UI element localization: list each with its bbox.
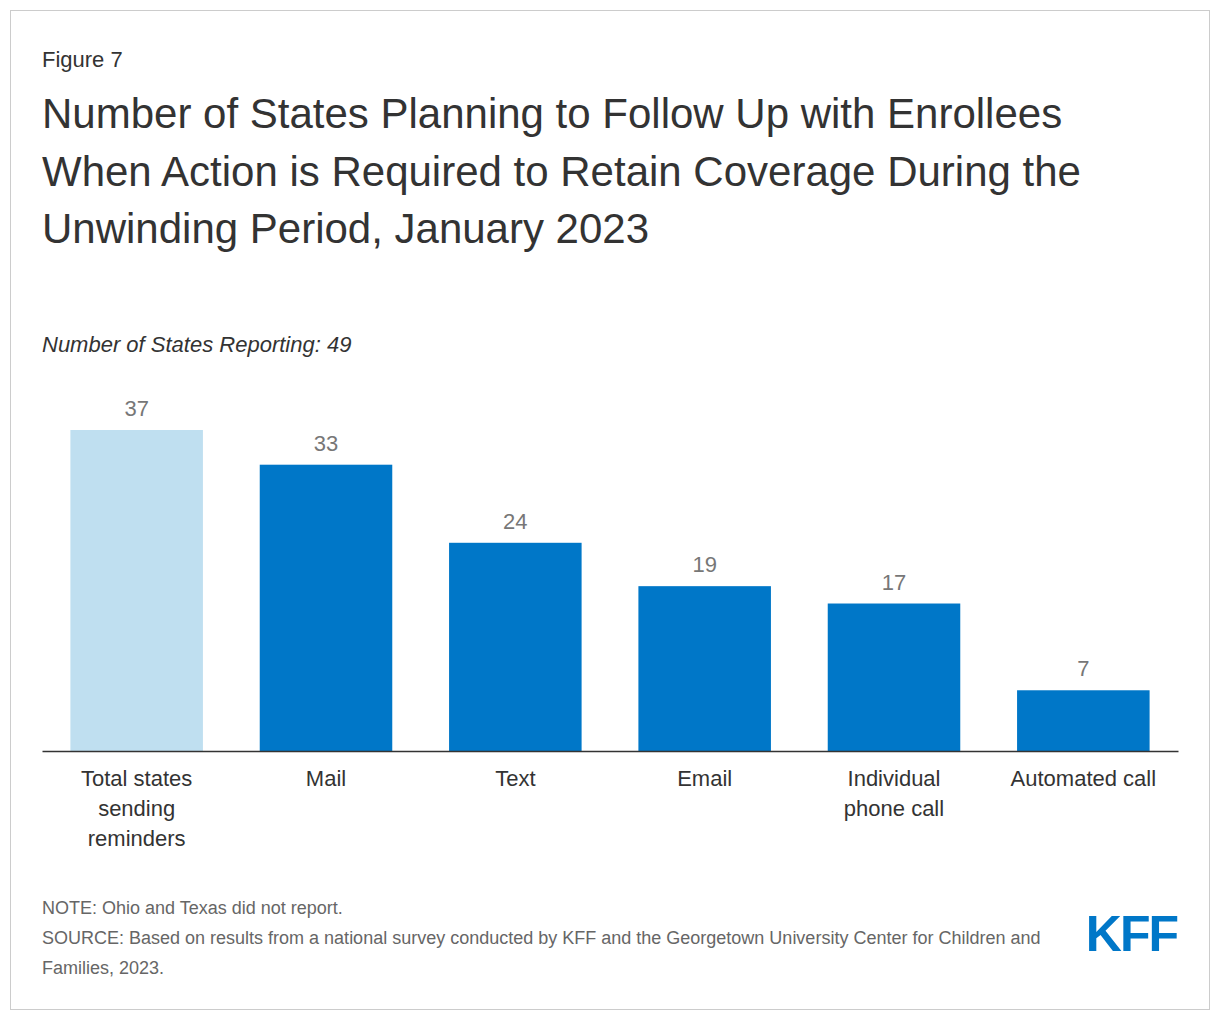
tick-label: Individual phone call [844,766,944,821]
bar [260,465,393,751]
bar [828,604,961,751]
text-line: phone call [844,796,944,821]
figure-label: Figure 7 [42,47,123,72]
tick-label: Automated call [1011,766,1157,791]
text-line: Total states [81,766,192,791]
text-line: Families, 2023. [42,958,164,978]
tick-label: Mail [306,766,346,791]
bar [638,586,771,751]
tick: Email [677,766,732,791]
text-line: SOURCE: Based on results from a national… [42,928,1040,948]
text-line: When Action is Required to Retain Covera… [42,148,1081,195]
data-label: 7 [1077,656,1089,681]
tick: Mail [306,766,346,791]
note: NOTE: Ohio and Texas did not report. [42,898,343,918]
tick-label: Text [495,766,535,791]
bar [1017,690,1150,751]
chart: Figure 7 Number of States Planning to Fol… [0,0,1220,1020]
data-label: 17 [882,570,906,595]
text-line: Email [677,766,732,791]
data-label: 33 [314,431,338,456]
tick: Individual phone call [844,766,944,821]
tick-label: Email [677,766,732,791]
logo: KFF [1086,906,1178,962]
bar [70,430,203,751]
text-line: NOTE: Ohio and Texas did not report. [42,898,343,918]
tick-label: Total states sending reminders [81,766,192,851]
data-label: 24 [503,509,527,534]
tick: Total states sending reminders [81,766,192,851]
tick: Automated call [1011,766,1157,791]
text-line: Automated call [1011,766,1157,791]
subtitle: Number of States Reporting: 49 [42,332,351,357]
text-line: sending [98,796,175,821]
bar [449,543,582,751]
data-label: 19 [692,552,716,577]
title: Number of States Planning to Follow Up w… [42,90,1081,252]
axis-line [43,751,1179,753]
x-axis: Total states sending reminders Mail Text Emai… [43,752,1179,852]
text-line: Number of States Planning to Follow Up w… [42,90,1062,137]
text-line: Unwinding Period, January 2023 [42,205,649,252]
text-line: Mail [306,766,346,791]
data-label: 37 [124,396,148,421]
frame [11,11,1210,1010]
text-line: Text [495,766,535,791]
text-line: Individual [848,766,941,791]
bars [70,430,1149,751]
data-labels: 37 33 24 19 17 7 [124,396,1089,681]
tick: Text [495,766,535,791]
note: SOURCE: Based on results from a national… [42,928,1040,978]
text-line: reminders [88,826,186,851]
